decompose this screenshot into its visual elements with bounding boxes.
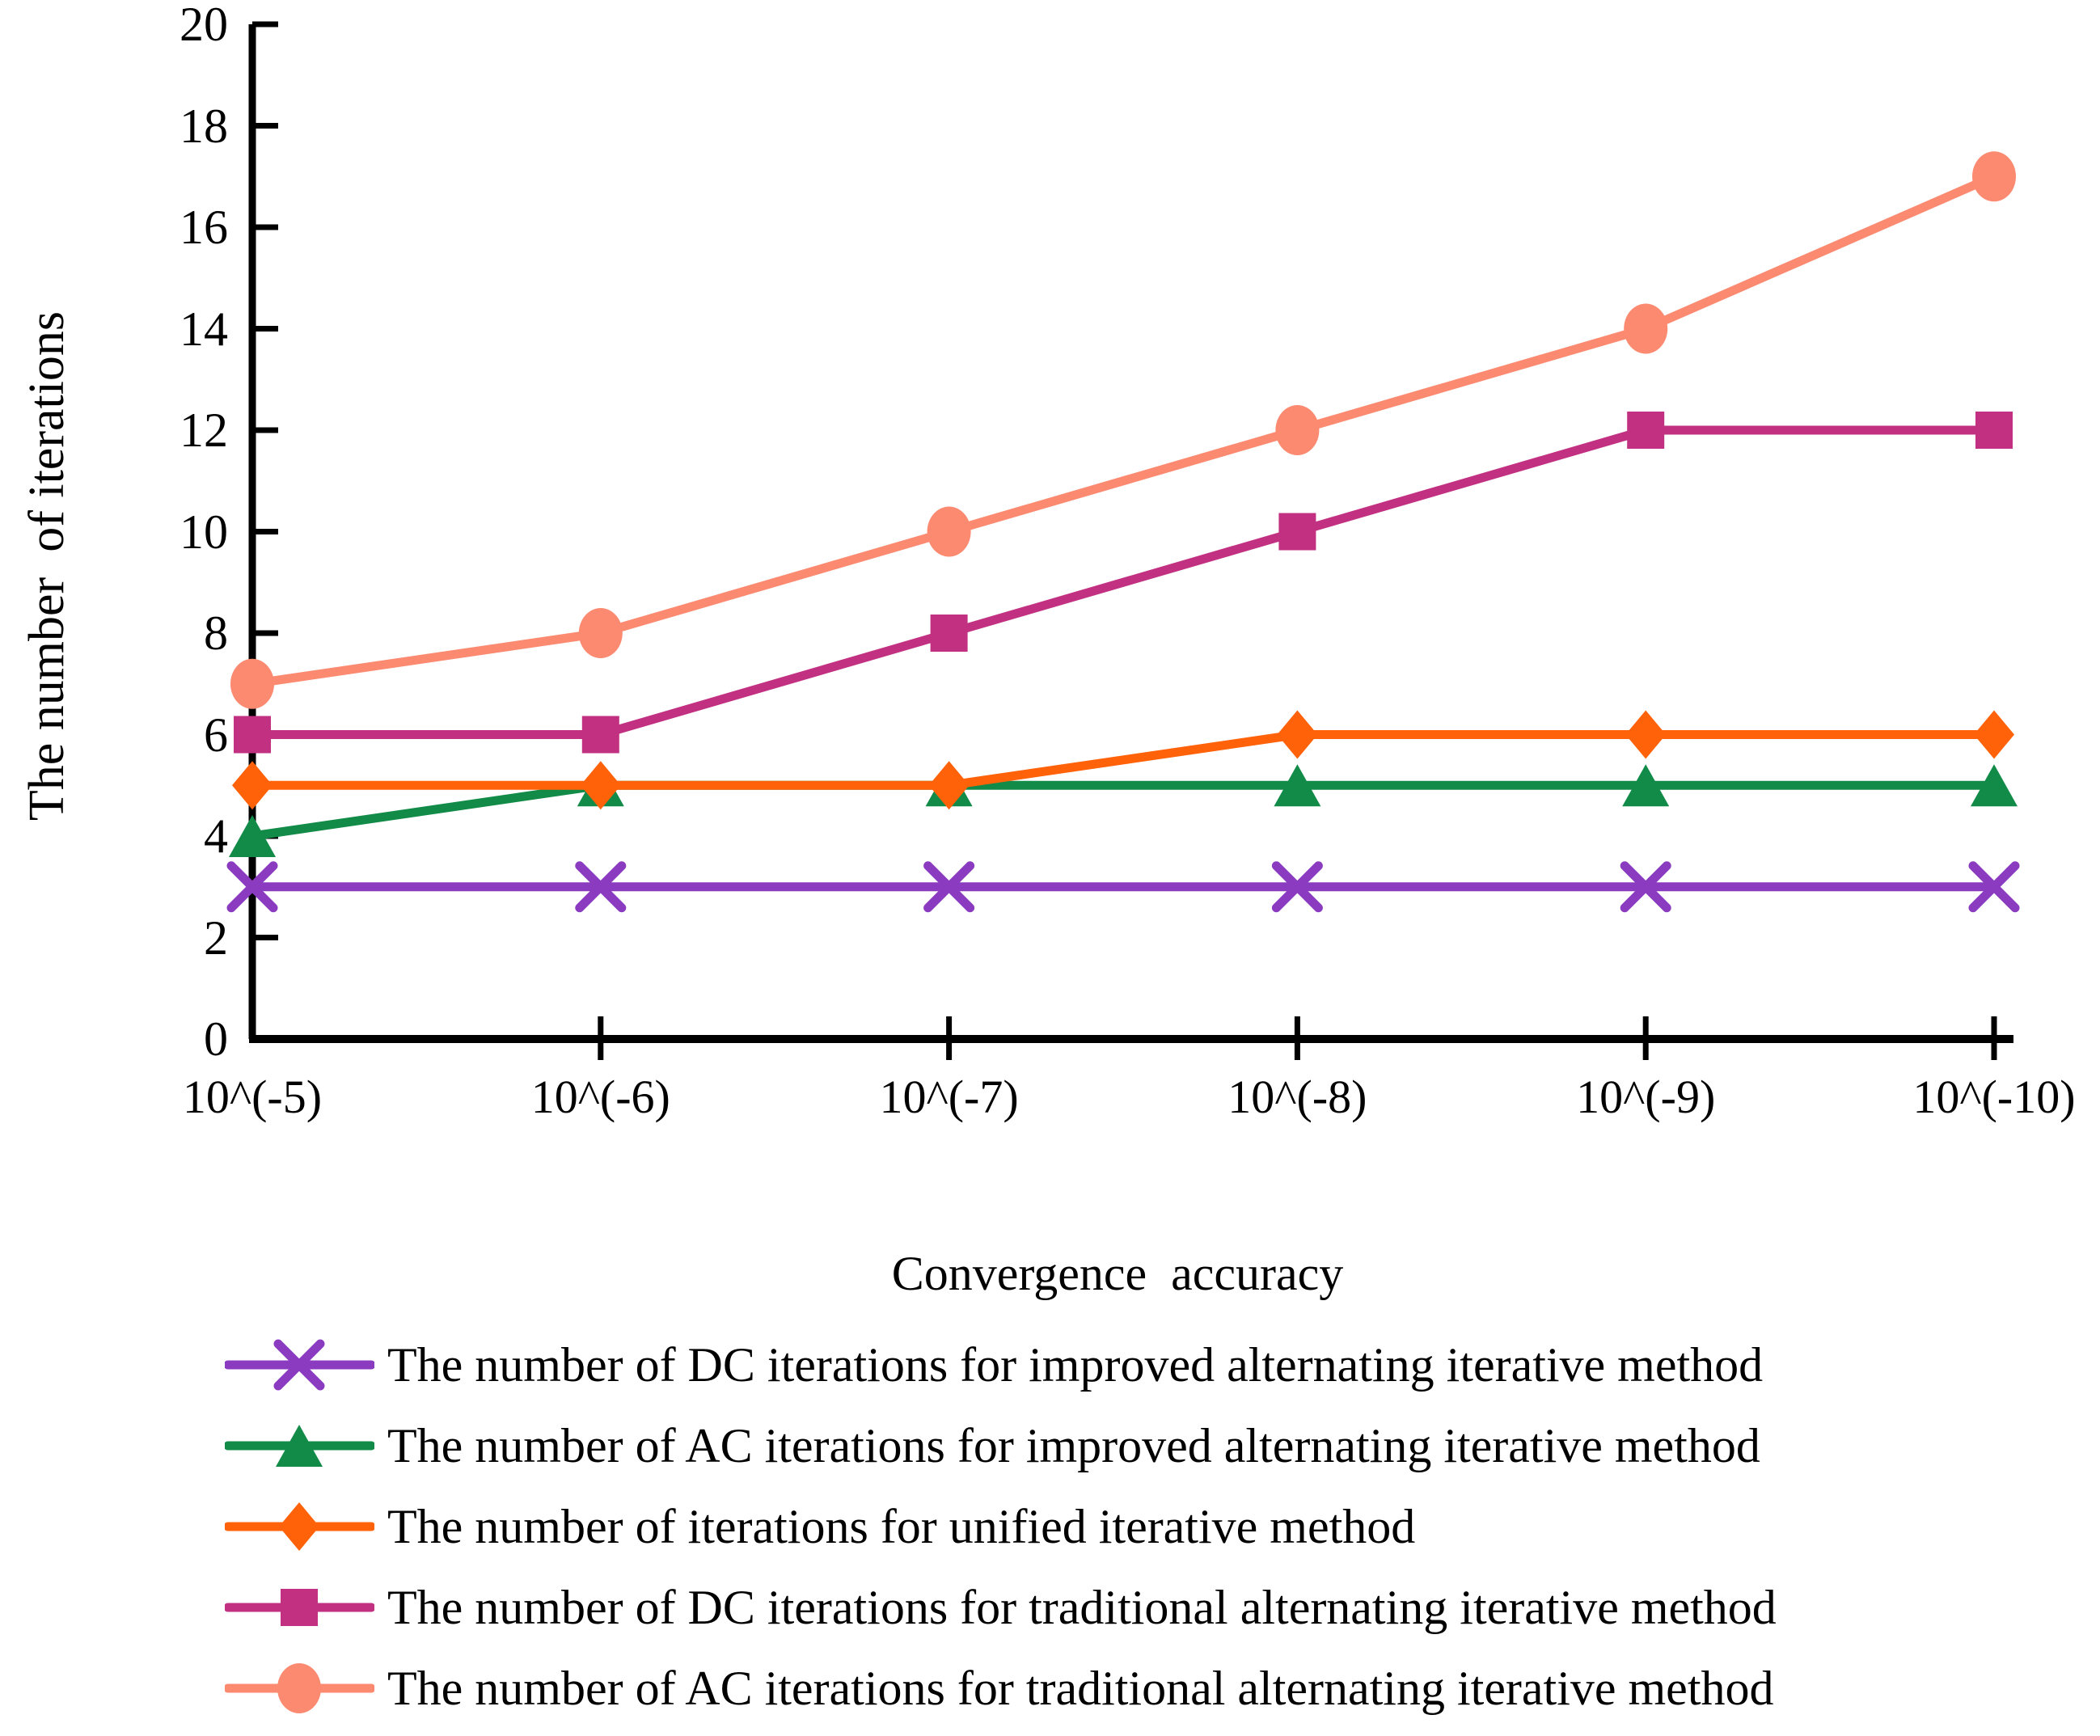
x-marker	[1620, 861, 1671, 913]
x-tick-label: 10^(-5)	[182, 1071, 323, 1123]
x-marker	[273, 1339, 325, 1391]
diamond-marker	[279, 1502, 319, 1551]
diamond-marker	[580, 761, 621, 810]
circle-marker	[1972, 151, 2016, 202]
square-marker	[234, 716, 271, 754]
y-tick-label: 8	[204, 606, 228, 660]
y-tick-label: 20	[180, 0, 228, 51]
x-tick-label: 10^(-9)	[1576, 1071, 1716, 1123]
square-marker	[281, 1589, 318, 1626]
x-axis-title: Convergence accuracy	[891, 1247, 1344, 1300]
legend-item: The number of AC iterations for traditio…	[225, 1648, 1777, 1729]
diamond-marker	[928, 761, 970, 810]
x-marker	[1271, 861, 1323, 913]
y-tick-label: 0	[204, 1012, 228, 1066]
y-tick-label: 14	[180, 302, 228, 356]
series-line	[247, 171, 1999, 689]
series-3	[234, 412, 2013, 754]
legend-swatch-triangle	[225, 1425, 374, 1467]
legend-item: The number of AC iterations for improved…	[225, 1405, 1777, 1486]
x-tick-label: 10^(-8)	[1227, 1071, 1367, 1123]
circle-marker	[230, 658, 274, 709]
x-tick-label: 10^(-6)	[530, 1071, 670, 1123]
square-marker	[930, 615, 968, 652]
y-tick-label: 16	[180, 201, 228, 254]
legend-label: The number of AC iterations for traditio…	[387, 1662, 1774, 1715]
square-marker	[1975, 412, 2013, 449]
x-tick-label: 10^(-10)	[1912, 1071, 2076, 1123]
series-1	[229, 764, 2018, 857]
x-marker	[575, 861, 627, 913]
legend-swatch-x	[225, 1339, 374, 1391]
x-marker	[923, 861, 975, 913]
legend-label: The number of DC iterations for improved…	[387, 1338, 1764, 1392]
circle-marker	[578, 608, 623, 658]
y-axis-title: The number of iterations	[19, 310, 74, 822]
y-tick-label: 6	[204, 707, 228, 762]
legend-label: The number of DC iterations for traditio…	[387, 1581, 1777, 1634]
x-marker	[226, 861, 278, 913]
y-tick-label: 4	[204, 809, 228, 863]
y-tick-label: 12	[180, 403, 228, 457]
chart-legend: The number of DC iterations for improved…	[225, 1324, 1777, 1729]
diamond-marker	[1277, 710, 1318, 759]
circle-marker	[1624, 303, 1668, 354]
series-line	[247, 425, 1999, 739]
circle-marker	[1275, 405, 1320, 455]
diamond-marker	[232, 761, 273, 810]
square-marker	[1278, 513, 1316, 551]
legend-item: The number of DC iterations for improved…	[225, 1324, 1777, 1405]
y-tick-label: 2	[204, 910, 228, 965]
triangle-marker	[276, 1425, 323, 1467]
legend-item: The number of DC iterations for traditio…	[225, 1567, 1777, 1648]
triangle-marker	[229, 815, 276, 857]
triangle-marker	[1971, 764, 2018, 807]
series-2	[232, 710, 2014, 810]
series-0	[226, 861, 2020, 913]
series-4	[230, 151, 2016, 709]
circle-marker	[927, 506, 971, 557]
square-marker	[1627, 412, 1665, 449]
legend-label: The number of iterations for unified ite…	[387, 1500, 1416, 1553]
series-line	[247, 730, 1999, 790]
legend-label: The number of AC iterations for improved…	[387, 1419, 1760, 1472]
x-tick-label: 10^(-7)	[879, 1071, 1019, 1123]
square-marker	[581, 716, 619, 754]
legend-item: The number of iterations for unified ite…	[225, 1486, 1777, 1567]
y-tick-label: 10	[180, 505, 228, 559]
legend-swatch-diamond	[225, 1502, 374, 1551]
series-line	[247, 780, 1999, 841]
y-tick-label: 18	[180, 99, 228, 153]
x-marker	[1968, 861, 2020, 913]
circle-marker	[277, 1663, 321, 1713]
triangle-marker	[1622, 764, 1670, 807]
triangle-marker	[1274, 764, 1321, 807]
legend-swatch-square	[225, 1589, 374, 1626]
diamond-marker	[1974, 710, 2014, 759]
diamond-marker	[1625, 710, 1667, 759]
legend-swatch-circle	[225, 1663, 374, 1713]
